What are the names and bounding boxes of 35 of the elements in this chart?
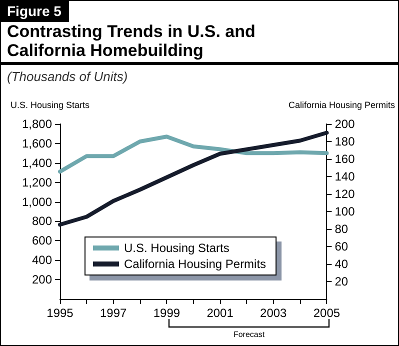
x-tick-label: 2003 [260,306,288,320]
y2-tick-label: 140 [334,170,356,184]
y-tick-label: 1,400 [22,156,52,170]
y-tick-label: 600 [32,234,52,248]
line-series [58,134,329,174]
y2-tick-label: 40 [334,257,348,271]
legend-label: California Housing Permits [124,257,266,271]
chart-subtitle: (Thousands of Units) [7,69,128,84]
chart-title: Contrasting Trends in U.S. and California Homebuilding [7,22,256,60]
y-tick-label: 1,200 [22,175,52,190]
y2-axis-title: California Housing Permits [288,100,396,110]
legend-label: U.S. Housing Starts [124,241,230,255]
x-tick-label: 1997 [100,306,128,320]
y-axis-title: U.S. Housing Starts [10,100,90,110]
y2-tick-label: 200 [334,117,356,131]
y2-tick-label: 160 [334,152,356,166]
text: Forecast [233,330,266,339]
y-tick-label: 200 [32,272,52,287]
caption: Figure 5 [1,1,70,22]
y2-tick-label: 60 [334,240,348,254]
y-tick-label: 1,800 [22,117,52,131]
x-tick-label: 2005 [313,306,340,320]
y2-tick-label: 120 [334,187,356,201]
line-series [58,130,329,227]
y-tick-label: 400 [32,253,52,268]
y2-tick-label: 80 [334,222,348,236]
y-tick-label: 800 [32,214,52,228]
y2-tick-label: 180 [334,134,356,148]
x-tick-label: 1995 [46,306,74,320]
x-tick-label: 2001 [206,306,234,320]
x-tick-label: 1999 [153,306,180,320]
y2-tick-label: 100 [334,204,356,218]
y-tick-label: 1,000 [22,194,52,209]
y-tick-label: 1,600 [22,136,52,150]
y2-tick-label: 20 [334,274,348,288]
